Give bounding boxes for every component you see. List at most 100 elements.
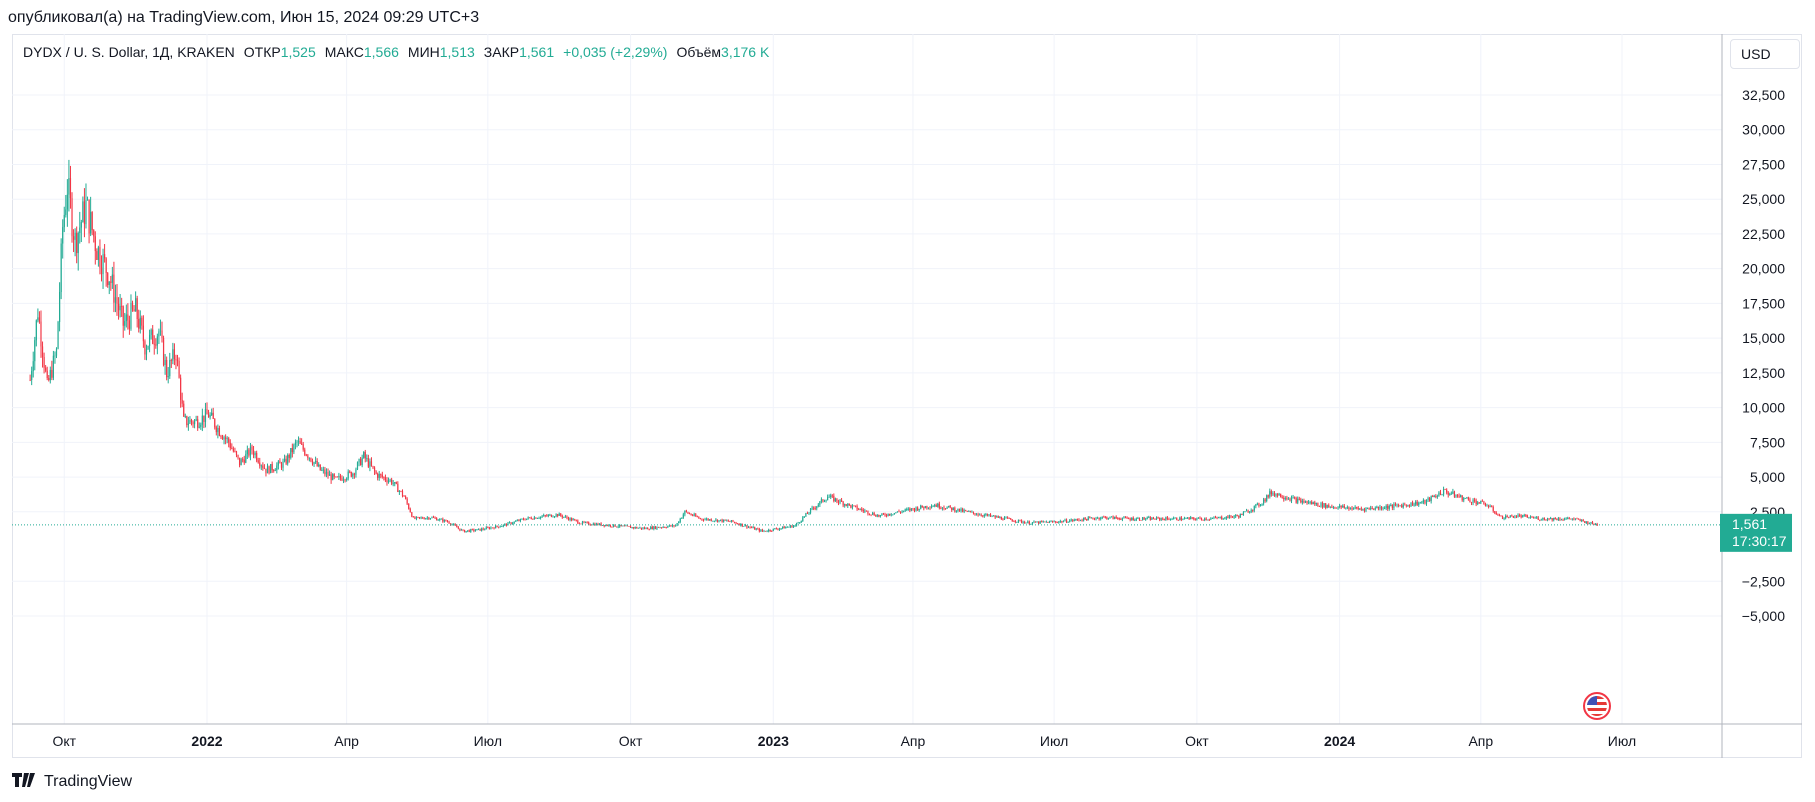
candle-body — [235, 451, 238, 455]
candle-body — [795, 523, 798, 526]
candle-body — [1480, 500, 1482, 504]
candle-body — [161, 330, 163, 338]
candle-body — [724, 519, 726, 521]
candle-body — [851, 505, 854, 508]
candle-body — [1441, 494, 1443, 496]
candle-body — [1239, 513, 1241, 518]
candle-body — [90, 212, 92, 234]
price-tick-label: 25,000 — [1742, 191, 1785, 207]
candle-body — [524, 519, 526, 521]
candle-body — [310, 457, 312, 462]
tradingview-logo[interactable]: TradingView — [12, 772, 132, 792]
candle-body — [1297, 498, 1299, 503]
candle-body — [1345, 507, 1347, 509]
candle-body — [501, 526, 503, 528]
candle-body — [130, 302, 132, 329]
candle-body — [529, 517, 531, 519]
candle-body — [825, 500, 827, 501]
candle-body — [299, 441, 301, 444]
candle-body — [515, 521, 517, 522]
candle-body — [1438, 492, 1440, 497]
candle-body — [693, 514, 695, 516]
candle-body — [975, 514, 978, 516]
us-flag-icon[interactable] — [1583, 692, 1611, 720]
candle-body — [536, 518, 539, 519]
candle-body — [1103, 516, 1105, 518]
candle-body — [654, 526, 656, 529]
candle-body — [1090, 517, 1092, 519]
candle-body — [65, 209, 67, 215]
chart-legend: DYDX / U. S. Dollar, 1Д, KRAKEN ОТКР 1,52… — [23, 44, 769, 60]
candle-body — [716, 519, 719, 522]
candle-body — [1072, 519, 1074, 521]
candle-body — [586, 522, 588, 523]
legend-symbol[interactable]: DYDX / U. S. Dollar, 1Д, KRAKEN — [23, 44, 235, 60]
last-price-value: 1,561 — [1732, 516, 1767, 532]
candle-body — [302, 444, 304, 450]
candle-body — [1591, 522, 1594, 524]
candle-body — [1584, 521, 1586, 523]
candle-body — [31, 371, 33, 380]
candle-body — [333, 474, 335, 477]
candle-body — [1191, 517, 1193, 519]
candle-body — [912, 508, 914, 510]
candle-body — [378, 474, 380, 478]
candle-body — [1089, 517, 1091, 519]
candle-body — [1165, 517, 1167, 521]
candle-body — [754, 527, 756, 530]
candle-body — [107, 273, 109, 285]
chart-frame — [12, 34, 1802, 758]
candle-body — [265, 468, 267, 474]
candle-body — [231, 448, 233, 449]
candle-body — [684, 510, 686, 515]
candle-body — [682, 514, 684, 518]
candle-body — [696, 516, 698, 518]
candle-body — [854, 505, 857, 507]
candle-body — [338, 475, 340, 477]
candle-body — [304, 449, 306, 455]
candle-body — [1207, 519, 1209, 521]
candle-body — [290, 448, 292, 458]
candle-body — [440, 518, 442, 520]
candle-body — [307, 455, 309, 458]
last-price-tag-bg — [1720, 513, 1792, 552]
candle-body — [418, 517, 421, 518]
candle-body — [574, 519, 576, 521]
candle-body — [915, 507, 917, 511]
candle-body — [1458, 495, 1460, 497]
candle-body — [958, 508, 961, 512]
time-tick-label: Окт — [619, 733, 643, 749]
candle-body — [951, 507, 953, 511]
candle-body — [1188, 517, 1190, 519]
time-tick-label: Окт — [1185, 733, 1209, 749]
time-tick-label: Апр — [334, 733, 359, 749]
currency-button[interactable]: USD — [1730, 39, 1800, 69]
candle-body — [1385, 505, 1387, 509]
candle-body — [844, 504, 846, 506]
candle-body — [1539, 519, 1541, 521]
candle-body — [1467, 497, 1469, 500]
candle-body — [1152, 517, 1155, 520]
candle-body — [133, 309, 135, 312]
candle-body — [982, 515, 984, 517]
candle-body — [1339, 505, 1341, 507]
candle-body — [934, 505, 936, 507]
candle-body — [173, 349, 176, 360]
candle-body — [301, 443, 303, 445]
candle-body — [166, 359, 168, 378]
candle-body — [1141, 517, 1144, 521]
candle-body — [930, 506, 933, 508]
candle-body — [198, 426, 200, 428]
candle-body — [1429, 498, 1431, 502]
price-tick-label: 27,500 — [1742, 156, 1785, 172]
legend-change: +0,035 (+2,29%) — [563, 44, 668, 60]
candle-body — [643, 527, 646, 529]
candle-body — [1145, 518, 1147, 520]
candle-body — [533, 517, 535, 520]
candle-body — [647, 527, 649, 530]
candle-body — [467, 530, 469, 532]
candle-body — [1216, 517, 1218, 519]
candle-body — [1570, 518, 1572, 520]
candle-body — [1182, 519, 1184, 521]
